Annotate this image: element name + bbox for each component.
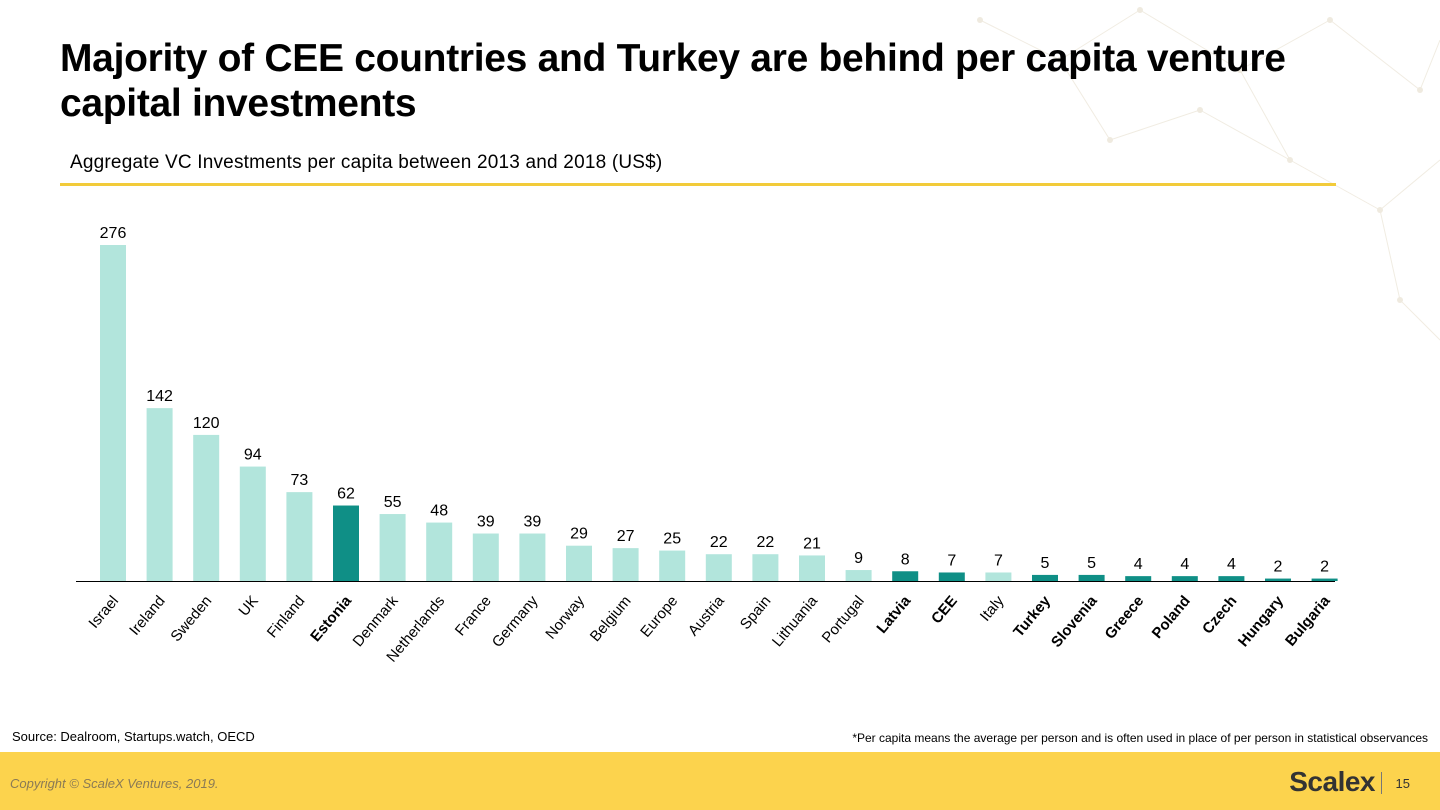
footer-bar: Copyright © ScaleX Ventures, 2019. Scale…	[0, 752, 1440, 810]
bar-italy	[985, 572, 1012, 581]
bar-norway	[566, 545, 592, 581]
data-label-italy: 7	[994, 552, 1003, 569]
data-label-spain: 22	[757, 534, 775, 551]
tick-label-belgium: Belgium	[587, 593, 635, 645]
data-label-denmark: 55	[384, 494, 402, 511]
data-label-norway: 29	[570, 526, 588, 543]
data-label-belgium: 27	[617, 528, 635, 545]
tick-label-hungary: Hungary	[1235, 592, 1288, 650]
bar-denmark	[379, 514, 406, 581]
logo-divider	[1381, 772, 1382, 794]
data-label-sweden: 120	[193, 415, 220, 432]
tick-label-europe: Europe	[637, 593, 681, 641]
data-label-uk: 94	[244, 447, 262, 464]
data-label-germany: 39	[524, 514, 542, 531]
tick-label-greece: Greece	[1102, 593, 1148, 643]
page-number: 15	[1395, 776, 1410, 791]
scalex-logo: Scalex	[1289, 766, 1375, 797]
bar-hungary	[1265, 578, 1291, 581]
bar-greece	[1125, 576, 1152, 581]
bar-latvia	[892, 571, 919, 581]
data-label-greece: 4	[1134, 556, 1143, 573]
tick-label-lithuania: Lithuania	[769, 592, 822, 650]
data-label-ireland: 142	[146, 388, 173, 405]
data-label-bulgaria: 2	[1320, 559, 1329, 576]
tick-label-france: France	[452, 593, 495, 640]
source-note: Source: Dealroom, Startups.watch, OECD	[12, 729, 255, 744]
data-label-netherlands: 48	[430, 503, 448, 520]
tick-label-czech: Czech	[1199, 593, 1240, 638]
data-label-finland: 73	[291, 472, 309, 489]
bar-slovenia	[1078, 574, 1105, 581]
data-label-poland: 4	[1180, 556, 1189, 573]
copyright-text: Copyright © ScaleX Ventures, 2019.	[10, 776, 219, 791]
tick-label-portugal: Portugal	[819, 593, 868, 647]
subtitle-rule	[60, 183, 1336, 186]
data-label-czech: 4	[1227, 556, 1236, 573]
tick-label-sweden: Sweden	[167, 593, 215, 645]
bar-ireland	[146, 408, 173, 581]
bar-czech	[1218, 576, 1245, 581]
tick-label-ireland: Ireland	[126, 593, 169, 639]
tick-label-estonia: Estonia	[307, 592, 355, 645]
tick-label-spain: Spain	[737, 593, 775, 633]
bar-austria	[705, 554, 732, 581]
data-label-cee: 7	[947, 552, 956, 569]
bar-europe	[659, 550, 686, 581]
tick-label-slovenia: Slovenia	[1048, 592, 1101, 651]
bar-portugal	[845, 570, 872, 581]
data-label-turkey: 5	[1041, 555, 1050, 572]
data-label-austria: 22	[710, 534, 728, 551]
bar-sweden	[193, 434, 220, 581]
tick-label-turkey: Turkey	[1010, 592, 1054, 640]
data-label-europe: 25	[663, 531, 681, 548]
tick-label-austria: Austria	[685, 592, 728, 639]
bar-estonia	[333, 505, 359, 581]
data-label-hungary: 2	[1274, 559, 1283, 576]
tick-label-poland: Poland	[1149, 593, 1194, 642]
data-label-lithuania: 21	[803, 535, 821, 552]
tick-label-italy: Italy	[977, 592, 1008, 624]
bar-uk	[239, 466, 266, 581]
tick-label-bulgaria: Bulgaria	[1282, 592, 1334, 649]
bar-spain	[752, 554, 779, 581]
bar-cee	[938, 572, 965, 581]
bar-finland	[286, 492, 313, 581]
bar-israel	[100, 245, 126, 581]
tick-label-finland: Finland	[264, 593, 309, 642]
bar-turkey	[1032, 574, 1058, 581]
tick-label-norway: Norway	[542, 592, 588, 642]
data-label-france: 39	[477, 514, 495, 531]
bar-netherlands	[426, 522, 453, 581]
data-label-slovenia: 5	[1087, 555, 1096, 572]
tick-label-germany: Germany	[489, 592, 542, 651]
bar-germany	[519, 533, 546, 581]
data-label-estonia: 62	[337, 486, 355, 503]
tick-label-uk: UK	[235, 593, 261, 620]
bar-belgium	[612, 548, 639, 581]
data-label-latvia: 8	[901, 551, 910, 568]
bar-lithuania	[799, 555, 825, 581]
tick-label-latvia: Latvia	[873, 592, 914, 637]
chart-subtitle: Aggregate VC Investments per capita betw…	[70, 152, 663, 173]
per-capita-footnote: *Per capita means the average per person…	[852, 731, 1428, 745]
tick-label-israel: Israel	[85, 593, 122, 632]
tick-label-cee: CEE	[928, 593, 961, 628]
data-label-portugal: 9	[854, 550, 863, 567]
bar-france	[472, 533, 499, 581]
bar-poland	[1171, 576, 1198, 581]
slide-title: Majority of CEE countries and Turkey are…	[60, 37, 1286, 125]
data-label-israel: 276	[100, 225, 127, 242]
bar-bulgaria	[1311, 578, 1338, 581]
